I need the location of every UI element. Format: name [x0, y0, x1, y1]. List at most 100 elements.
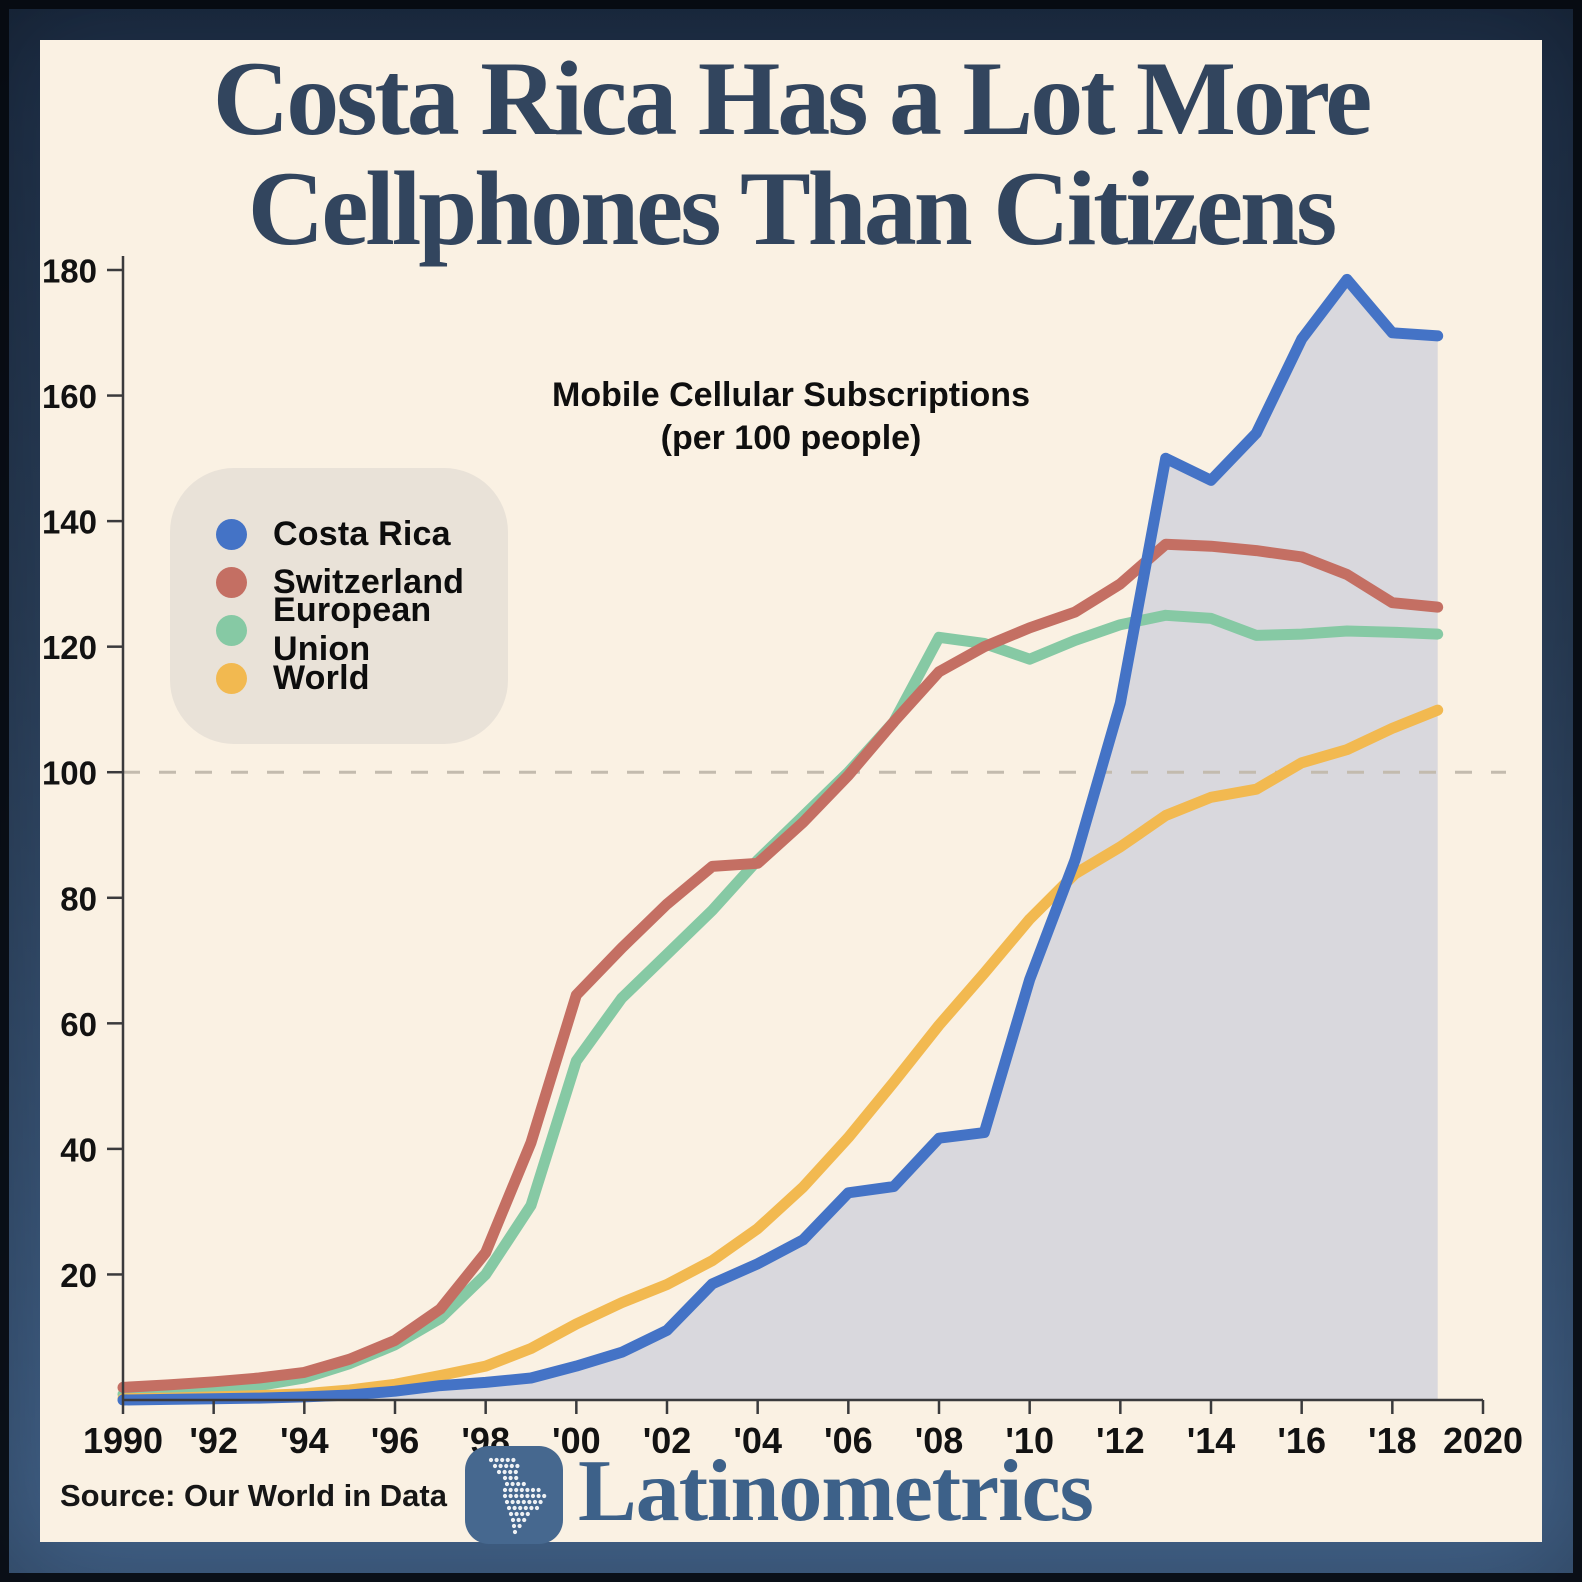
subtitle-line-1: Mobile Cellular Subscriptions	[552, 376, 1030, 414]
map-dot	[508, 1475, 513, 1481]
series-line-costa-rica	[117, 273, 1444, 1406]
map-dot	[508, 1469, 513, 1475]
legend-label: World	[273, 658, 370, 697]
map-dot	[517, 1523, 522, 1529]
page-title: Costa Rica Has a Lot More Cellphones Tha…	[0, 40, 1582, 268]
map-dot	[512, 1505, 517, 1511]
x-tick-label: 1990	[83, 1420, 163, 1461]
map-dot	[505, 1457, 510, 1463]
x-tick-label: '92	[189, 1420, 238, 1461]
map-dot	[506, 1505, 512, 1511]
x-tick-label: '02	[643, 1420, 692, 1461]
legend: Costa Rica Switzerland European Union Wo…	[170, 468, 508, 744]
y-tick-label: 80	[60, 880, 97, 917]
y-tick-label: 40	[60, 1131, 97, 1168]
legend-label: Switzerland	[273, 562, 465, 601]
map-dot	[514, 1487, 519, 1493]
x-tick-label: '14	[1187, 1420, 1236, 1461]
title-line-2: Cellphones Than Citizens	[247, 150, 1337, 268]
map-dot	[515, 1463, 520, 1469]
map-dot	[511, 1523, 517, 1529]
series-line-switzerland	[117, 538, 1444, 1393]
subtitle-line-2: (per 100 people)	[660, 418, 922, 457]
legend-item-world: World	[216, 654, 508, 702]
map-dot	[527, 1499, 532, 1505]
map-dot	[510, 1499, 515, 1505]
map-dot	[530, 1493, 536, 1499]
legend-dot-european-union	[216, 614, 247, 646]
map-dot	[516, 1499, 521, 1505]
map-dot	[514, 1475, 519, 1481]
x-tick-label: '94	[280, 1420, 329, 1461]
map-dot	[538, 1499, 543, 1505]
map-dot	[522, 1517, 527, 1523]
map-dot	[520, 1511, 525, 1517]
map-dot	[516, 1517, 521, 1523]
map-dot	[492, 1463, 498, 1469]
x-tick-label: '12	[1096, 1420, 1145, 1461]
map-dot	[516, 1481, 521, 1487]
title-line-1: Costa Rica Has a Lot More	[212, 40, 1373, 157]
x-tick-label: '10	[1005, 1420, 1054, 1461]
brand-wordmark: Latinometrics	[578, 1443, 1094, 1540]
map-dot	[525, 1487, 530, 1493]
x-tick-label: '06	[824, 1420, 873, 1461]
y-tick-label: 100	[42, 755, 97, 792]
map-dot	[504, 1499, 510, 1505]
y-tick-label: 20	[60, 1257, 97, 1294]
map-dot	[523, 1505, 528, 1511]
map-dot	[488, 1457, 494, 1463]
map-dot	[513, 1469, 518, 1475]
map-dot	[519, 1487, 524, 1493]
legend-label: Costa Rica	[273, 514, 451, 553]
latinometrics-logo-icon	[465, 1446, 563, 1544]
map-dot	[536, 1487, 541, 1493]
map-dot	[518, 1505, 523, 1511]
map-dot	[502, 1475, 508, 1481]
map-dot	[504, 1481, 510, 1487]
legend-item-european-union: European Union	[216, 591, 508, 668]
map-dot	[525, 1511, 530, 1517]
y-tick-label: 180	[42, 253, 97, 290]
legend-dot-costa-rica	[216, 518, 247, 550]
costa-rica-area-fill	[123, 279, 1438, 1400]
legend-dot-world	[216, 662, 247, 694]
map-dot	[542, 1493, 547, 1499]
map-dot	[514, 1511, 519, 1517]
map-dot	[508, 1511, 514, 1517]
y-tick-label: 120	[42, 629, 97, 666]
map-dot	[536, 1493, 541, 1499]
map-dot	[530, 1487, 536, 1493]
legend-label: European Union	[273, 591, 432, 668]
y-tick-label: 140	[42, 504, 97, 541]
map-dot	[519, 1493, 524, 1499]
x-tick-label: '18	[1368, 1420, 1417, 1461]
x-tick-label: '00	[552, 1420, 601, 1461]
map-dot	[525, 1493, 530, 1499]
map-dot	[510, 1481, 515, 1487]
x-tick-label: '16	[1277, 1420, 1326, 1461]
map-dot	[521, 1481, 526, 1487]
dotted-map-icon	[488, 1457, 547, 1535]
map-dot	[532, 1499, 538, 1505]
map-dot	[512, 1529, 518, 1535]
y-tick-label: 60	[60, 1006, 97, 1043]
map-dot	[508, 1487, 513, 1493]
map-dot	[514, 1493, 519, 1499]
x-tick-label: 2020	[1443, 1420, 1523, 1461]
map-dot	[534, 1505, 540, 1511]
map-dot	[502, 1469, 507, 1475]
chart-subtitle: Mobile Cellular Subscriptions (per 100 p…	[0, 374, 1582, 459]
x-tick-label: '96	[371, 1420, 420, 1461]
map-dot	[500, 1457, 505, 1463]
map-dot	[498, 1463, 503, 1469]
x-tick-label: '04	[733, 1420, 782, 1461]
y-tick-label: 160	[42, 378, 97, 415]
map-dot	[510, 1517, 516, 1523]
legend-dot-switzerland	[216, 566, 247, 598]
map-dot	[529, 1505, 534, 1511]
legend-item-costa-rica: Costa Rica	[216, 510, 508, 558]
map-dot	[511, 1457, 516, 1463]
